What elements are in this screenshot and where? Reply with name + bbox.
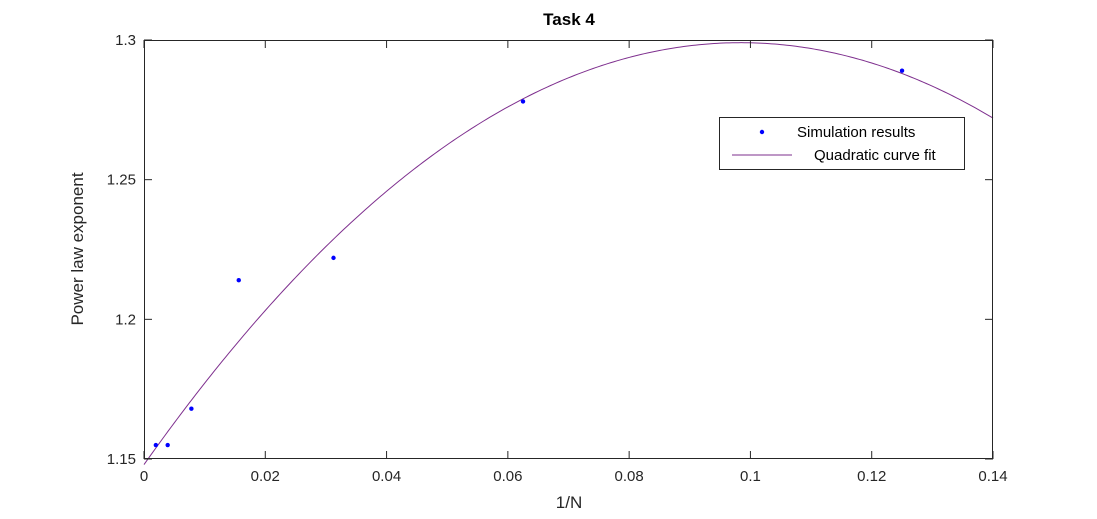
x-tick-label: 0.08 xyxy=(615,468,644,485)
plot-area xyxy=(144,40,993,459)
x-axis-label: 1/N xyxy=(556,493,582,512)
simulation-result-point xyxy=(520,99,526,104)
legend: Simulation results Quadratic curve fit xyxy=(719,117,965,170)
simulation-result-point xyxy=(153,442,159,448)
simulation-result-point xyxy=(236,278,241,283)
legend-label-simulation-results: Simulation results xyxy=(797,124,915,141)
y-tick-label: 1.2 xyxy=(115,311,136,328)
x-axis-ticks: 0 0.02 0.04 0.06 0.08 0.1 0.12 0.14 xyxy=(140,40,1008,485)
points-layer xyxy=(153,68,905,448)
chart-title: Task 4 xyxy=(543,10,595,29)
x-tick-label: 0.1 xyxy=(740,468,761,485)
y-axis-ticks: 1.15 1.2 1.25 1.3 xyxy=(107,32,993,468)
legend-label-quadratic-curve-fit: Quadratic curve fit xyxy=(814,147,937,164)
plot-frame xyxy=(144,40,993,459)
x-tick-label: 0.14 xyxy=(978,468,1007,485)
x-tick-label: 0.06 xyxy=(493,468,522,485)
simulation-result-point xyxy=(189,406,194,411)
curve-layer xyxy=(143,42,994,465)
y-tick-label: 1.15 xyxy=(107,451,136,468)
legend-box xyxy=(719,117,965,170)
simulation-result-point xyxy=(899,68,905,73)
x-tick-label: 0.02 xyxy=(251,468,280,485)
x-tick-label: 0 xyxy=(140,468,148,485)
quadratic-curve-fit-line xyxy=(143,42,994,465)
y-tick-label: 1.3 xyxy=(115,32,136,49)
y-tick-label: 1.25 xyxy=(107,172,136,189)
y-axis-label: Power law exponent xyxy=(68,172,87,325)
simulation-result-point xyxy=(165,442,170,448)
simulation-result-point xyxy=(331,255,336,261)
x-tick-label: 0.04 xyxy=(372,468,401,485)
x-tick-label: 0.12 xyxy=(857,468,886,485)
legend-marker-simulation-results xyxy=(759,129,765,135)
